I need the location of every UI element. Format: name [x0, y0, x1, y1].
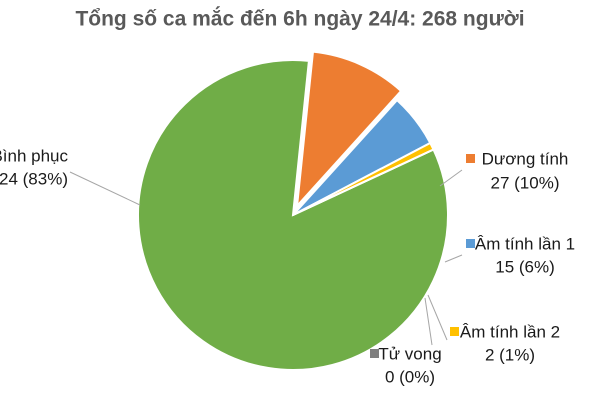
slice-label: Bình phục — [0, 146, 68, 165]
value-label: 15 (6%) — [495, 257, 555, 276]
slice-label: Âm tính lần 1 — [475, 234, 575, 253]
leader-line — [439, 169, 463, 187]
legend-marker — [370, 349, 379, 358]
legend-marker — [466, 239, 475, 248]
leader-line — [444, 254, 463, 263]
legend-marker — [466, 154, 475, 163]
value-label: 0 (0%) — [385, 367, 435, 386]
pie-slice — [292, 141, 435, 216]
legend-marker — [450, 327, 459, 336]
slice-label: Tử vong — [378, 344, 441, 363]
pie-slice — [295, 50, 403, 209]
value-label: 2 (1%) — [485, 345, 535, 364]
leader-line — [427, 294, 448, 341]
slice-label: Dương tính — [482, 149, 569, 168]
leader-line — [424, 297, 433, 346]
chart-title: Tổng số ca mắc đến 6h ngày 24/4: 268 ngư… — [75, 7, 524, 31]
value-label: 224 (83%) — [0, 169, 68, 188]
leader-line — [69, 171, 141, 206]
slice-label: Âm tính lần 2 — [460, 322, 560, 341]
value-label: 27 (10%) — [491, 173, 560, 192]
